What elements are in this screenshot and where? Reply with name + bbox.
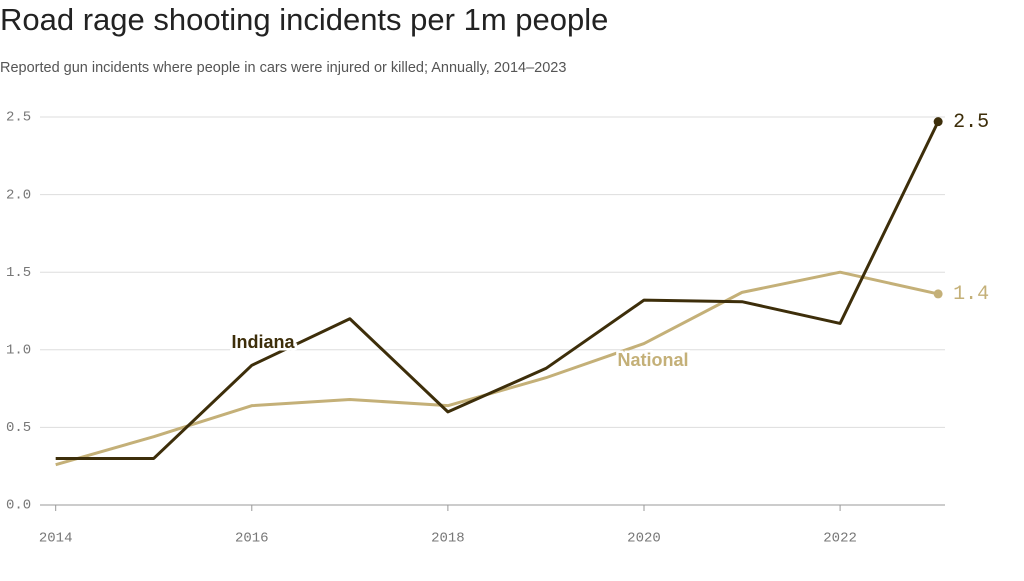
chart-title: Road rage shooting incidents per 1m peop… <box>0 2 608 37</box>
series-label: National <box>617 350 688 370</box>
y-tick-label: 1.5 <box>6 265 31 281</box>
x-tick-label: 2020 <box>627 531 661 547</box>
chart-subtitle: Reported gun incidents where people in c… <box>0 60 566 76</box>
value-label: 2.5 <box>953 111 989 134</box>
x-tick-label: 2022 <box>823 531 857 547</box>
y-tick-label: 1.0 <box>6 343 31 359</box>
series-line <box>55 121 940 460</box>
end-point <box>933 289 943 299</box>
x-tick-label: 2016 <box>235 531 269 547</box>
y-tick-label: 0.5 <box>6 420 31 436</box>
y-tick-label: 2.0 <box>6 187 31 203</box>
x-tick-label: 2018 <box>431 531 465 547</box>
y-tick-label: 0.0 <box>6 498 31 514</box>
series-label: Indiana <box>231 332 295 352</box>
value-label: 1.4 <box>953 283 989 306</box>
x-tick-label: 2014 <box>39 531 73 547</box>
series-line <box>55 270 939 467</box>
y-tick-label: 2.5 <box>6 110 31 126</box>
end-point <box>933 117 943 127</box>
